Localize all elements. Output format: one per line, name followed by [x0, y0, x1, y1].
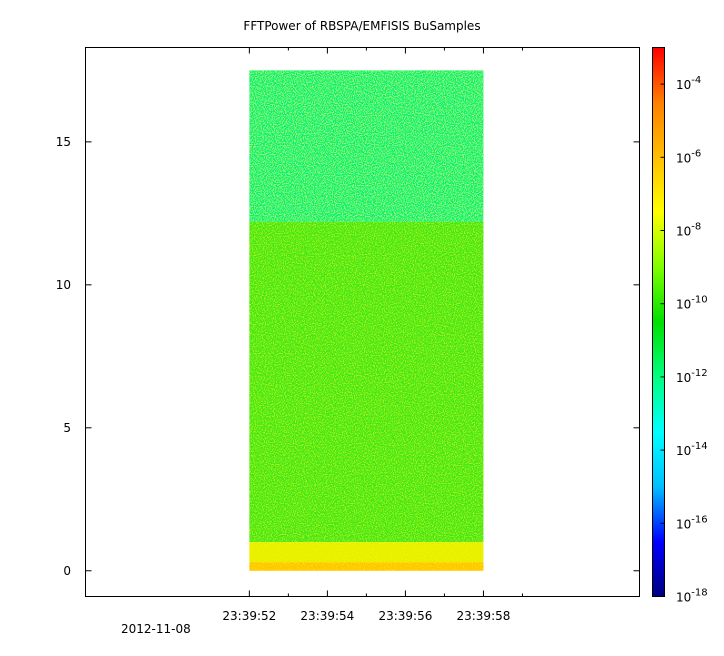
spectrogram-band-0 [249, 70, 484, 222]
colorbar-tick-label: 10-18 [676, 588, 708, 605]
colorbar-tick-label: 10-4 [676, 75, 701, 92]
spectrogram-band-2 [249, 542, 484, 563]
y-tick-label: 10 [56, 278, 71, 292]
chart-title: FFTPower of RBSPA/EMFISIS BuSamples [243, 19, 480, 33]
x-tick-label: 23:39:52 [222, 609, 276, 623]
colorbar-tick-label: 10-8 [676, 222, 701, 239]
x-tick-label: 23:39:56 [378, 609, 432, 623]
y-tick-label: 15 [56, 135, 71, 149]
colorbar-tick-label: 10-10 [676, 295, 708, 312]
colorbar [652, 47, 665, 597]
x-date-label: 2012-11-08 [121, 622, 191, 636]
colorbar-axis: 10-18 10-16 10-14 10-12 10-10 10-8 10-6 10-4 [660, 75, 708, 605]
x-tick-label: 23:39:58 [456, 609, 510, 623]
spectrogram-band-3 [249, 562, 484, 571]
x-axis: 23:39:52 23:39:54 23:39:56 23:39:58 [222, 47, 523, 623]
y-axis: 0 5 10 15 [56, 135, 640, 578]
colorbar-tick-label: 10-12 [676, 368, 708, 385]
colorbar-tick-label: 10-6 [676, 148, 701, 165]
y-tick-label: 5 [63, 421, 71, 435]
spectrogram-image [249, 70, 484, 571]
y-tick-label: 0 [63, 564, 71, 578]
colorbar-tick-label: 10-14 [676, 441, 708, 458]
x-tick-label: 23:39:54 [300, 609, 354, 623]
spectrogram-band-1 [249, 221, 484, 543]
colorbar-tick-label: 10-16 [676, 514, 708, 531]
